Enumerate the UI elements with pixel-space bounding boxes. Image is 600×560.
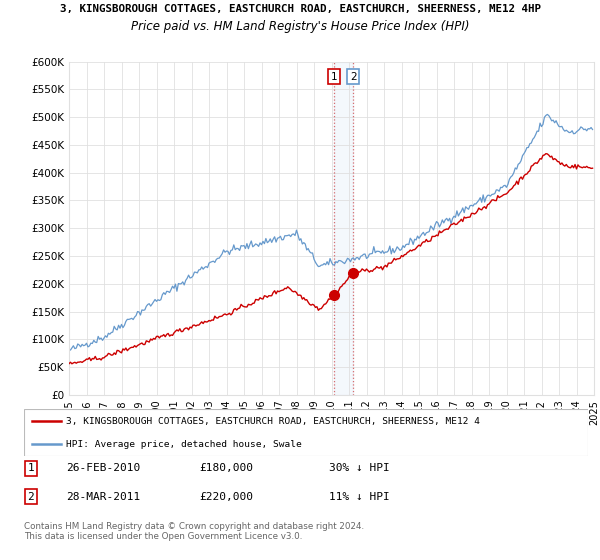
Text: 3, KINGSBOROUGH COTTAGES, EASTCHURCH ROAD, EASTCHURCH, SHEERNESS, ME12 4HP: 3, KINGSBOROUGH COTTAGES, EASTCHURCH ROA…	[59, 4, 541, 15]
Text: Contains HM Land Registry data © Crown copyright and database right 2024.
This d: Contains HM Land Registry data © Crown c…	[24, 522, 364, 542]
Text: £220,000: £220,000	[199, 492, 253, 502]
Text: 26-FEB-2010: 26-FEB-2010	[66, 464, 140, 473]
Text: Price paid vs. HM Land Registry's House Price Index (HPI): Price paid vs. HM Land Registry's House …	[131, 20, 469, 32]
FancyBboxPatch shape	[24, 409, 588, 456]
Text: 2: 2	[350, 72, 356, 82]
Text: 30% ↓ HPI: 30% ↓ HPI	[329, 464, 389, 473]
Text: HPI: Average price, detached house, Swale: HPI: Average price, detached house, Swal…	[66, 440, 302, 449]
Text: 1: 1	[331, 72, 337, 82]
Text: 11% ↓ HPI: 11% ↓ HPI	[329, 492, 389, 502]
Text: 28-MAR-2011: 28-MAR-2011	[66, 492, 140, 502]
Bar	[334, 62, 353, 395]
Text: 2: 2	[28, 492, 34, 502]
Text: 1: 1	[28, 464, 34, 473]
Text: £180,000: £180,000	[199, 464, 253, 473]
Text: 3, KINGSBOROUGH COTTAGES, EASTCHURCH ROAD, EASTCHURCH, SHEERNESS, ME12 4: 3, KINGSBOROUGH COTTAGES, EASTCHURCH ROA…	[66, 417, 481, 426]
